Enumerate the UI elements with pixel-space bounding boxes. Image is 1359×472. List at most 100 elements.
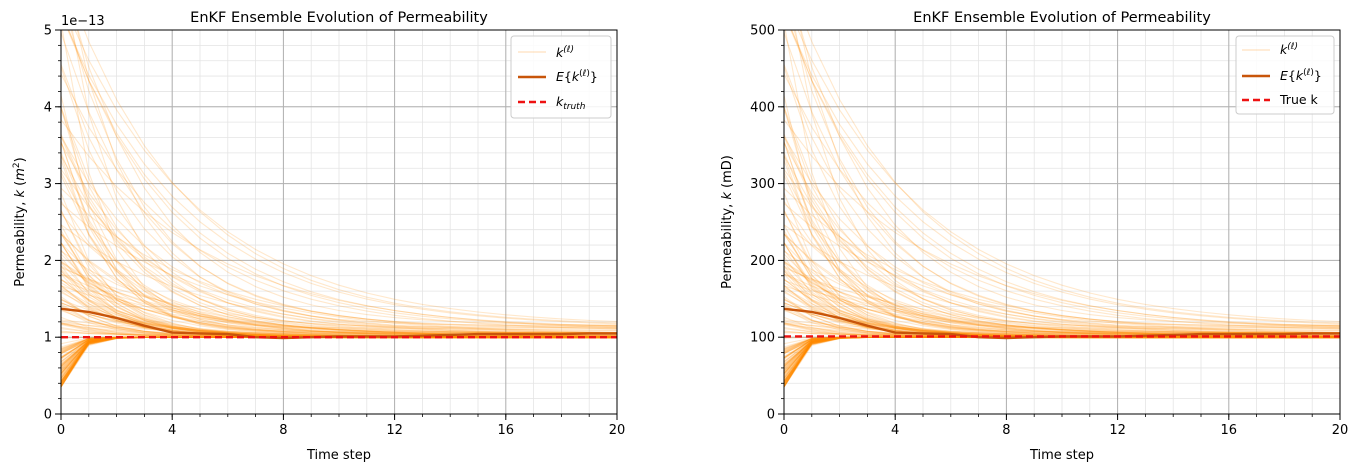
ensemble-member-line [77, 30, 617, 326]
x-tick-label: 8 [1002, 423, 1010, 438]
ensemble-member-line [784, 133, 1340, 334]
summary-lines [61, 307, 617, 340]
ensemble-member-line [784, 187, 1340, 334]
ensemble-member-line [67, 30, 617, 327]
ensemble-member-line [61, 142, 617, 334]
y-tick-label: 4 [44, 100, 52, 115]
summary-lines [784, 307, 1340, 340]
legend-frame [510, 35, 612, 119]
ensemble-member-line [61, 200, 617, 337]
y-tick-label: 5 [44, 24, 52, 39]
legend: k(ℓ) E{k(ℓ)} ktruth [510, 35, 612, 119]
ensemble-member-line [794, 30, 1340, 328]
y-tick-label: 1 [44, 331, 52, 346]
ensemble-member-line [61, 155, 617, 334]
ensemble-member-line [784, 142, 1340, 334]
ensemble-member-line [784, 30, 1340, 329]
y-axis-label: Permeability, k (m2) [12, 157, 28, 287]
y-tick-label: 3 [44, 177, 52, 192]
chart-panel-left: EnKF Ensemble Evolution of Permeability … [12, 10, 626, 463]
legend-frame [1235, 35, 1335, 115]
y-tick-label: 200 [750, 254, 775, 269]
ensemble-member-line [71, 30, 617, 328]
ensemble-member-line [61, 133, 617, 334]
ensemble-member-line [61, 30, 617, 329]
ensemble-member-line [61, 32, 617, 329]
y-tick-label: 100 [750, 331, 775, 346]
x-tick-label: 4 [168, 423, 176, 438]
ensemble-member-line [784, 64, 1340, 331]
ensemble-member-line [784, 136, 1340, 334]
ensemble-member-line [61, 169, 617, 335]
ensemble-member-line [784, 109, 1340, 334]
ensemble-member-line [784, 66, 1340, 331]
ensemble-member-line [799, 30, 1340, 327]
x-tick-label: 8 [279, 423, 287, 438]
x-tick-label: 0 [780, 423, 788, 438]
ensemble-member-line [61, 64, 617, 331]
ensemble-member-line [61, 273, 617, 338]
ensemble-member-line [784, 155, 1340, 334]
x-tick-label: 20 [609, 423, 626, 438]
x-tick-label: 16 [498, 423, 515, 438]
x-tick-label: 20 [1332, 423, 1349, 438]
ensemble-member-line [784, 298, 1340, 339]
ensemble-member-line [784, 224, 1340, 336]
ensemble-member-line [797, 30, 1340, 323]
x-tick-label: 4 [891, 423, 899, 438]
ensemble-member-line [784, 107, 1340, 334]
ensemble-member-line [61, 187, 617, 334]
y-offset-label: 1e−13 [61, 14, 105, 29]
ensemble-member-line [61, 106, 617, 334]
ensemble-member-line [800, 30, 1340, 326]
y-tick-label: 2 [44, 254, 52, 269]
ensemble-member-line [793, 30, 1340, 328]
y-tick-label: 300 [750, 177, 775, 192]
ensemble-member-line [61, 109, 617, 334]
ensemble-member-line [68, 30, 617, 327]
ensemble-member-line [790, 30, 1340, 325]
ensemble-member-line [61, 73, 617, 330]
ensemble-member-line [61, 250, 617, 337]
ensemble-member-line [61, 213, 617, 337]
legend-truth-label: True k [1279, 92, 1319, 107]
y-tick-label: 500 [750, 24, 775, 39]
chart-title: EnKF Ensemble Evolution of Permeability [913, 10, 1211, 26]
y-tick-label: 0 [767, 408, 775, 423]
ensemble-member-line [784, 32, 1340, 329]
ensemble-member-line [784, 106, 1340, 334]
legend: k(ℓ) E{k(ℓ)} True k [1235, 35, 1335, 115]
ensemble-member-line [70, 30, 617, 328]
x-axis-label: Time step [306, 448, 371, 463]
ensemble-member-line [784, 73, 1340, 330]
ensemble-member-line [806, 30, 1340, 324]
ensemble-member-line [784, 303, 1340, 339]
y-axis-label: Permeability, k (mD) [720, 155, 735, 289]
ensemble-member-line [67, 30, 617, 325]
legend-mean-label: E{k(ℓ)} [1280, 68, 1322, 83]
ensemble-member-line [61, 119, 617, 329]
ensemble-member-line [784, 203, 1340, 334]
ensemble-member-line [61, 174, 617, 337]
y-tick-label: 400 [750, 100, 775, 115]
ensemble-member-line [74, 30, 617, 323]
chart-panel-right: EnKF Ensemble Evolution of Permeability … [720, 10, 1348, 463]
x-tick-label: 12 [386, 423, 403, 438]
ensemble-member-line [61, 107, 617, 334]
ensemble-member-line [790, 30, 1340, 327]
ensemble-member-line [61, 136, 617, 334]
ensemble-member-line [76, 30, 617, 327]
ensemble-member-line [61, 95, 617, 333]
ensemble-member-line [784, 95, 1340, 333]
ensemble-member-line [784, 119, 1340, 329]
ensemble-member-line [61, 66, 617, 331]
x-axis-label: Time step [1029, 448, 1094, 463]
ensemble-member-line [61, 203, 617, 334]
ensemble-member-line [791, 30, 1340, 327]
ensemble-member-line [61, 224, 617, 336]
x-tick-label: 0 [57, 423, 65, 438]
y-tick-label: 0 [44, 408, 52, 423]
